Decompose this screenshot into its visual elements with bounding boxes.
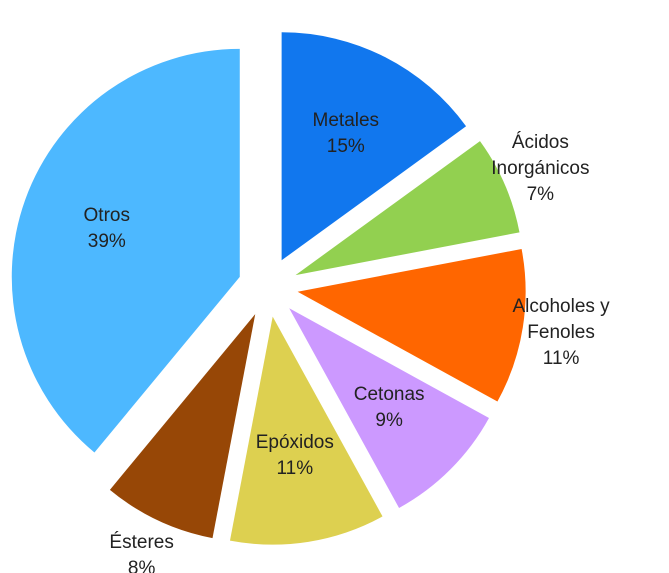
category-label: Metales [312,110,380,132]
value-label: 11% [276,458,314,480]
pie-slice [281,32,467,261]
slice-label: Ácidos Inorgánicos 7% [475,130,605,208]
value-label: 9% [375,410,403,432]
category-label: Cetonas [353,384,425,406]
pie-slice [109,314,256,539]
slice-label: Cetonas 9% [324,382,454,434]
category-label: Ácidos Inorgánicos [491,132,590,180]
category-label: Epóxidos [255,432,334,454]
value-label: 39% [87,230,126,252]
category-label: Alcoholes y Fenoles [512,296,610,344]
category-label: Otros [83,204,130,226]
slice-label: Ésteres 8% [77,530,207,573]
slice-label: Metales 15% [281,108,411,160]
pie-slice [295,141,520,276]
slice-label: Alcoholes y Fenoles 11% [496,294,626,372]
value-label: 8% [127,557,156,573]
pie-slice [289,308,490,509]
slice-label: Otros 39% [42,203,172,255]
category-label: Ésteres [109,531,174,553]
pie-slice [11,48,240,453]
slice-label: Epóxidos 11% [230,430,360,482]
value-label: 15% [326,136,365,158]
pie-slice [229,316,383,545]
value-label: 7% [526,184,555,206]
pie-slice [297,248,526,402]
value-label: 11% [542,348,580,370]
